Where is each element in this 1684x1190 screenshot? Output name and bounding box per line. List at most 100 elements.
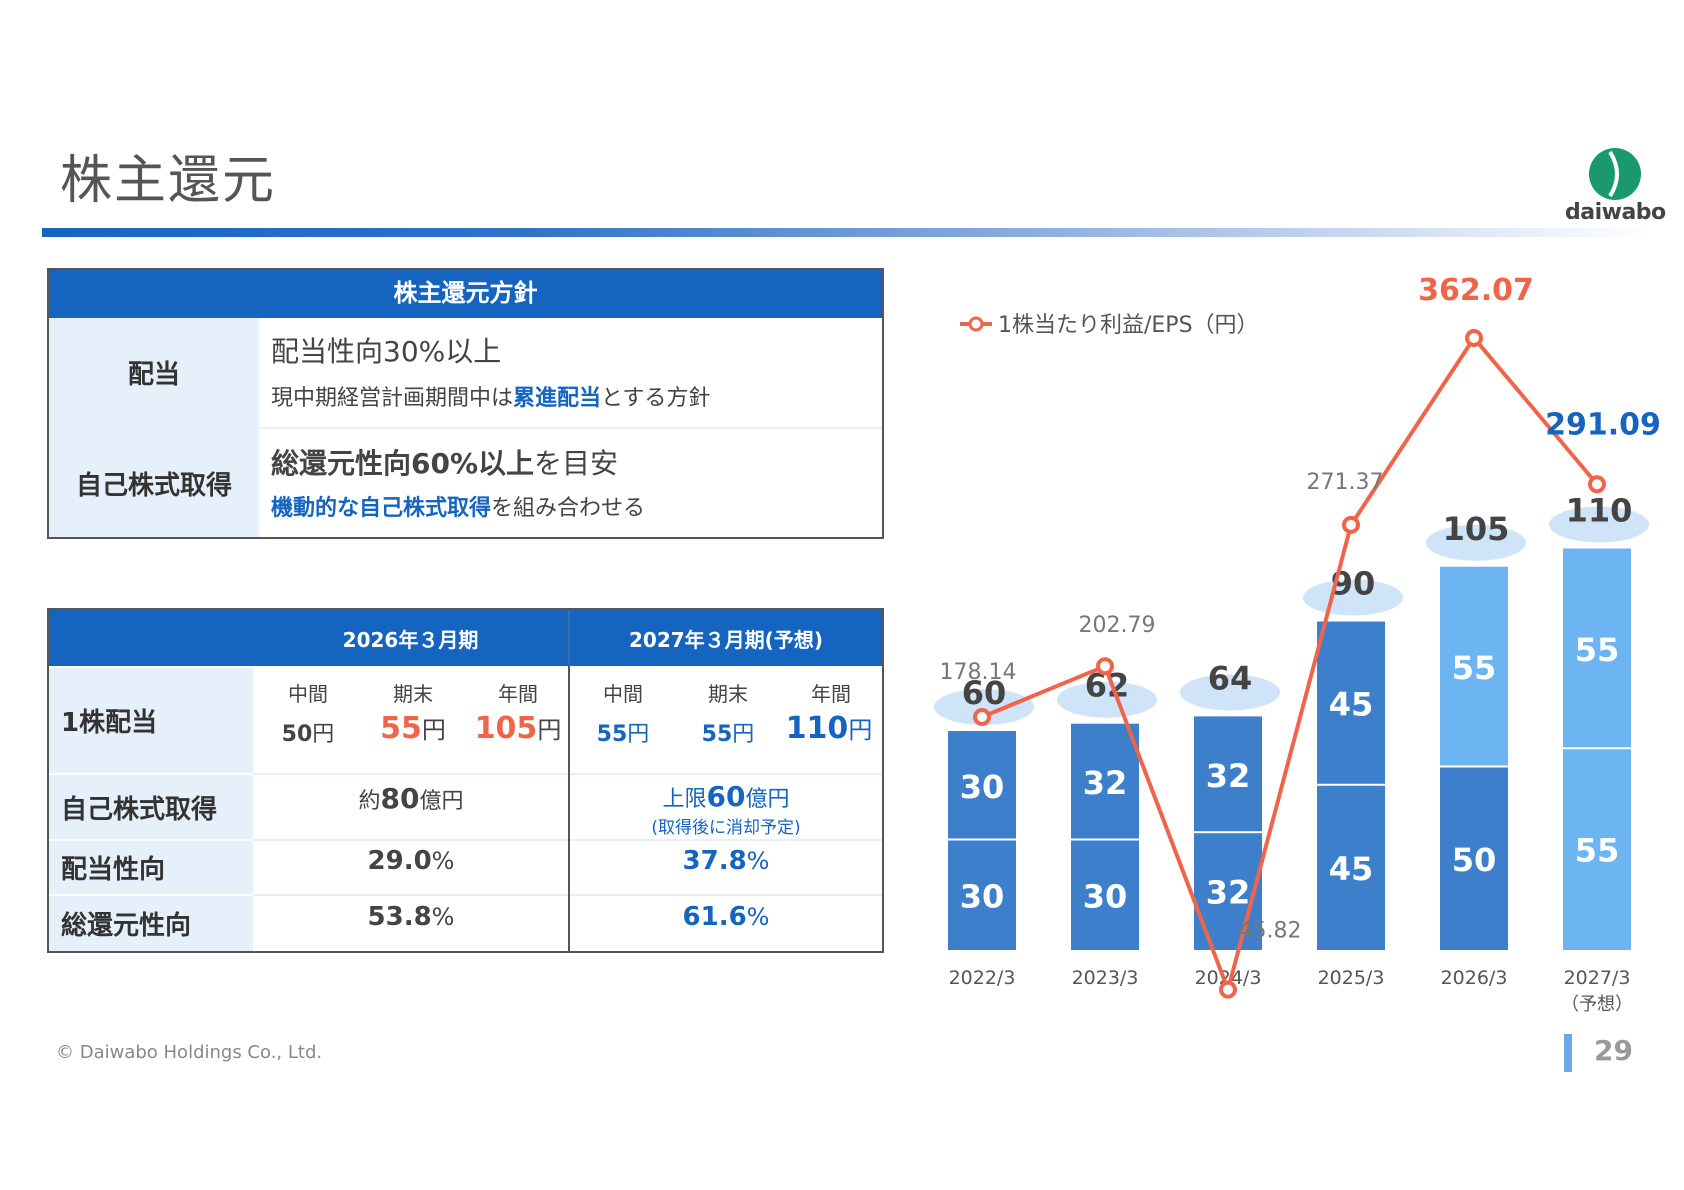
fy2026-annual-dps: 105円 xyxy=(474,711,562,746)
bar-value-upper: 55 xyxy=(1452,649,1497,687)
policy-dividend-label: 配当 xyxy=(49,318,259,427)
fy2026-buyback: 約80億円 xyxy=(358,782,464,815)
bar-value-lower: 45 xyxy=(1329,850,1374,888)
bar-value-lower: 32 xyxy=(1206,874,1251,912)
fy2027-final-header: 期末 xyxy=(708,682,748,706)
fy2027-final-dps: 55円 xyxy=(701,722,755,747)
fy2027-payout: 37.8% xyxy=(682,846,770,876)
row-label-buyback: 自己株式取得 xyxy=(49,775,253,839)
bar-segment-lower xyxy=(1440,767,1508,950)
bar-value-upper: 55 xyxy=(1575,631,1620,669)
dividend-eps-chart: 3030602022/33032622023/33232642024/34545… xyxy=(934,273,1661,1015)
fy2026-annual-header: 年間 xyxy=(498,682,538,706)
bar-segment-upper xyxy=(1563,548,1631,748)
bar-segment-upper xyxy=(948,731,1016,839)
bar-value-upper: 32 xyxy=(1206,757,1251,795)
eps-line xyxy=(981,334,1599,997)
fy2027-buyback: 上限60億円 xyxy=(662,780,790,813)
row-divider xyxy=(253,839,882,841)
bar-segment-lower xyxy=(1317,785,1385,950)
eps-point xyxy=(1219,980,1237,999)
fy2027-annual-dps: 110円 xyxy=(785,711,873,746)
fy2027-interim-header: 中間 xyxy=(603,682,643,706)
fy2027-interim-dps: 55円 xyxy=(596,722,650,747)
policy-table: 株主還元方針 配当 自己株式取得 配当性向30%以上 現中期経営計画期間中は累進… xyxy=(47,268,884,539)
page-number-bar xyxy=(1564,1034,1572,1072)
bar-value-upper: 30 xyxy=(960,768,1005,806)
bar-value-lower: 55 xyxy=(1575,832,1620,870)
x-tick-note: （予想） xyxy=(1561,994,1633,1015)
fy2026-final-header: 期末 xyxy=(393,682,433,706)
policy-dividend-line2: 現中期経営計画期間中は累進配当とする方針 xyxy=(271,386,711,411)
fy2026-header: 2026年３月期 xyxy=(253,610,568,666)
eps-data-label: 178.14 xyxy=(940,660,1017,685)
x-tick-label: 2024/3 xyxy=(1195,967,1262,989)
policy-row-divider xyxy=(49,427,882,429)
fy2026-total-return: 53.8% xyxy=(367,902,455,932)
x-tick-label: 2022/3 xyxy=(949,967,1016,989)
row-label-dps: 1株配当 xyxy=(49,668,253,773)
bar-segment-upper xyxy=(1440,566,1508,766)
eps-data-label: 271.37 xyxy=(1307,470,1384,495)
bar-segment-upper xyxy=(1194,716,1262,832)
policy-buyback-line1: 総還元性向60%以上を目安 xyxy=(271,447,619,480)
total-label: 105 xyxy=(1443,510,1510,548)
total-label-bubble xyxy=(1057,681,1157,718)
bar-value-lower: 50 xyxy=(1452,841,1497,879)
total-label-bubble xyxy=(1426,524,1526,561)
eps-point xyxy=(973,708,991,726)
x-tick-label: 2026/3 xyxy=(1441,967,1508,989)
eps-data-label: 362.07 xyxy=(1418,273,1534,308)
total-label: 60 xyxy=(962,674,1007,712)
bar-value-lower: 30 xyxy=(960,877,1005,915)
bar-value-upper: 45 xyxy=(1329,686,1374,724)
bar-value-upper: 32 xyxy=(1083,764,1128,802)
fy2027-annual-header: 年間 xyxy=(811,682,851,706)
fy2026-final-dps: 55円 xyxy=(380,711,446,746)
total-label: 110 xyxy=(1566,492,1633,530)
policy-dividend-line1: 配当性向30%以上 xyxy=(271,335,502,368)
eps-data-label: 45.82 xyxy=(1239,919,1302,944)
column-separator xyxy=(568,666,570,951)
dividend-table-corner xyxy=(49,610,253,666)
policy-buyback-line2: 機動的な自己株式取得を組み合わせる xyxy=(271,496,646,521)
legend-marker xyxy=(968,316,984,332)
bar-segment-lower xyxy=(948,840,1016,950)
row-label-total-return: 総還元性向 xyxy=(49,896,253,951)
bar-segment-upper xyxy=(1317,621,1385,784)
bar-segment-lower xyxy=(1563,749,1631,950)
policy-header: 株主還元方針 xyxy=(49,270,882,318)
total-label-bubble xyxy=(934,689,1034,725)
fy2027-total-return: 61.6% xyxy=(682,902,770,932)
row-divider xyxy=(253,773,882,775)
fy2027-header: 2027年３月期(予想) xyxy=(570,610,882,666)
dividend-table: 2026年３月期 2027年３月期(予想) 1株配当 自己株式取得 配当性向 総… xyxy=(47,608,884,953)
page-number: 29 xyxy=(1594,1034,1633,1067)
fy2027-buyback-note: (取得後に消却予定) xyxy=(651,818,801,838)
policy-buyback-label: 自己株式取得 xyxy=(49,429,259,537)
x-tick-label: 2027/3 xyxy=(1564,967,1631,989)
eps-point xyxy=(1096,657,1114,676)
total-label: 64 xyxy=(1208,659,1253,697)
bar-segment-lower xyxy=(1071,840,1139,950)
logo-text: daiwabo xyxy=(1565,200,1666,225)
total-label-bubble xyxy=(1180,674,1280,711)
total-label-bubble xyxy=(1549,506,1649,543)
eps-data-label: 291.09 xyxy=(1545,407,1661,442)
eps-data-label: 202.79 xyxy=(1079,613,1156,638)
page-title: 株主還元 xyxy=(60,151,277,211)
header-separator xyxy=(568,610,570,666)
eps-point xyxy=(1465,329,1483,347)
copyright: © Daiwabo Holdings Co., Ltd. xyxy=(56,1042,323,1063)
daiwabo-logo-icon xyxy=(1589,148,1641,200)
bar-segment-upper xyxy=(1071,723,1139,839)
row-label-payout: 配当性向 xyxy=(49,841,253,894)
row-divider xyxy=(253,894,882,896)
fy2026-interim-dps: 50円 xyxy=(281,722,335,747)
eps-point xyxy=(1342,515,1360,534)
eps-point xyxy=(1588,475,1606,494)
bar-value-lower: 30 xyxy=(1083,877,1128,915)
x-tick-label: 2023/3 xyxy=(1072,967,1139,989)
fy2026-interim-header: 中間 xyxy=(288,682,328,706)
fy2026-payout: 29.0% xyxy=(367,846,455,876)
